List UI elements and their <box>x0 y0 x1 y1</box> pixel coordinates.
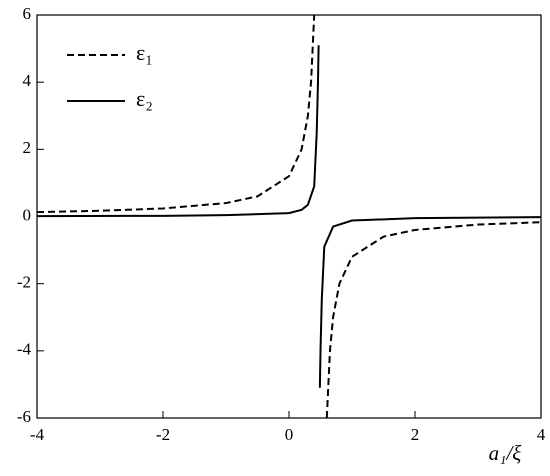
x-axis-label: a₁/ξ <box>489 441 522 465</box>
series-line <box>37 45 541 388</box>
x-tick-label: 0 <box>285 425 294 444</box>
y-tick-label: -6 <box>17 407 31 426</box>
x-tick-label: -2 <box>156 425 170 444</box>
y-tick-label: -2 <box>17 273 31 292</box>
y-tick-label: -4 <box>17 340 32 359</box>
y-tick-label: 0 <box>23 205 32 224</box>
legend-label: ε₁ <box>136 40 153 65</box>
series-line <box>37 15 541 418</box>
legend-label: ε₂ <box>136 86 153 111</box>
y-tick-label: 2 <box>23 138 32 157</box>
x-tick-label: 4 <box>537 425 546 444</box>
x-tick-label: 2 <box>411 425 420 444</box>
y-tick-label: 6 <box>23 4 32 23</box>
x-tick-label: -4 <box>30 425 45 444</box>
y-tick-label: 4 <box>23 71 32 90</box>
